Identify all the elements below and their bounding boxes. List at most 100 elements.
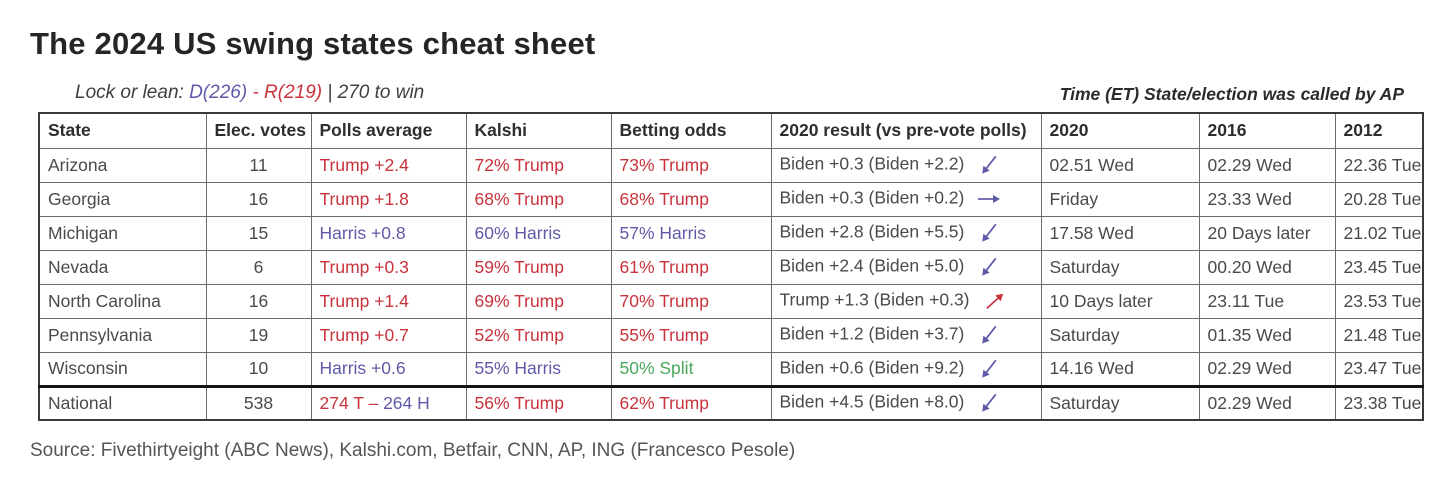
cell-polls-average: Trump +0.3 <box>310 249 467 285</box>
cell-kalshi: 72% Trump <box>465 147 612 183</box>
swing-states-table: State Elec. votes Polls average Kalshi Betti… <box>38 112 1424 421</box>
cell-call-time-2016: 23.11 Tue <box>1198 283 1336 319</box>
state-name: North Carolina <box>48 290 161 311</box>
cell-kalshi: 59% Trump <box>465 249 612 285</box>
cell-call-time-2020: 02.51 Wed <box>1040 147 1200 183</box>
cell-state: Pennsylvania <box>38 317 207 353</box>
cell-call-time-2016: 01.35 Wed <box>1198 317 1336 353</box>
result-2020-text: Biden +2.8 (Biden +5.5) <box>779 221 965 242</box>
betting-odds-value: 55% Trump <box>619 324 709 345</box>
call-time-2020-value: 02.51 Wed <box>1049 154 1134 175</box>
electoral-votes-value: 15 <box>248 222 269 243</box>
call-time-2012-value: 21.02 Tue <box>1343 222 1422 243</box>
column-header-polls-average: Polls average <box>310 112 467 149</box>
call-time-2016-value: 02.29 Wed <box>1207 154 1292 175</box>
cell-call-time-2020: 10 Days later <box>1040 283 1200 319</box>
result-2020-text: Biden +0.3 (Biden +2.2) <box>779 153 965 174</box>
kalshi-value: 55% Harris <box>474 358 562 378</box>
cell-polls-average: Trump +1.4 <box>310 283 467 319</box>
call-time-2016-value: 23.33 Wed <box>1207 188 1292 209</box>
electoral-votes-value: 10 <box>248 358 269 378</box>
lock-or-lean-label: Lock or lean: <box>75 82 190 103</box>
cell-2020-result: Biden +2.8 (Biden +5.5) <box>770 215 1042 251</box>
polls-average-part: 274 T – <box>319 392 384 413</box>
table-row-arizona: Arizona 11 Trump +2.4 72% Trump 73% Trump Bid… <box>38 147 1424 183</box>
cell-call-time-2016: 02.29 Wed <box>1198 147 1336 183</box>
call-time-2012-value: 23.53 Tue <box>1343 290 1422 311</box>
cell-betting-odds: 50% Split <box>610 351 772 387</box>
cell-call-time-2020: Friday <box>1040 181 1200 217</box>
table-row-north-carolina: North Carolina 16 Trump +1.4 69% Trump 70% T… <box>38 283 1424 319</box>
betting-odds-value: 61% Trump <box>619 256 709 277</box>
cell-electoral-votes: 11 <box>205 147 312 183</box>
cell-state: Wisconsin <box>38 351 207 387</box>
cell-call-time-2012: 21.02 Tue <box>1334 215 1424 251</box>
cell-call-time-2012: 20.28 Tue <box>1334 181 1424 217</box>
cell-betting-odds: 73% Trump <box>610 147 772 183</box>
result-2020-text: Biden +4.5 (Biden +8.0) <box>779 391 965 412</box>
cell-call-time-2012: 22.36 Tue <box>1334 147 1424 183</box>
polls-average-part: Harris +0.8 <box>319 222 406 243</box>
betting-odds-value: 73% Trump <box>619 154 709 175</box>
cell-electoral-votes: 538 <box>205 384 312 421</box>
cell-call-time-2020: 17.58 Wed <box>1040 215 1200 251</box>
table-row-michigan: Michigan 15 Harris +0.8 60% Harris 57% Harri… <box>38 215 1424 251</box>
cell-electoral-votes: 15 <box>205 215 312 251</box>
cell-call-time-2012: 23.53 Tue <box>1334 283 1424 319</box>
call-time-2020-value: Saturday <box>1049 392 1120 413</box>
cell-kalshi: 69% Trump <box>465 283 612 319</box>
kalshi-value: 60% Harris <box>474 222 562 243</box>
cell-betting-odds: 55% Trump <box>610 317 772 353</box>
cell-call-time-2012: 21.48 Tue <box>1334 317 1424 353</box>
kalshi-value: 72% Trump <box>474 154 564 175</box>
state-name: Nevada <box>48 256 109 277</box>
call-time-2012-value: 22.36 Tue <box>1343 154 1422 175</box>
call-time-2012-value: 23.38 Tue <box>1343 392 1422 413</box>
polls-average-part: 264 H <box>383 392 430 413</box>
call-time-2012-value: 23.47 Tue <box>1343 358 1422 378</box>
cell-betting-odds: 61% Trump <box>610 249 772 285</box>
cell-kalshi: 60% Harris <box>465 215 612 251</box>
polls-average-part: Harris +0.6 <box>319 358 406 378</box>
cell-betting-odds: 57% Harris <box>610 215 772 251</box>
sub-header-row: Lock or lean: D(226) - R(219) | 270 to w… <box>0 82 1456 106</box>
state-name: National <box>48 392 113 413</box>
cell-electoral-votes: 10 <box>205 351 312 387</box>
state-name: Michigan <box>48 222 119 243</box>
result-2020-text: Biden +2.4 (Biden +5.0) <box>779 255 965 276</box>
result-2020-text: Biden +1.2 (Biden +3.7) <box>779 323 965 344</box>
cell-state: National <box>38 384 207 421</box>
republican-lock-count: - R(219) <box>252 82 323 103</box>
table-row-georgia: Georgia 16 Trump +1.8 68% Trump 68% Trump Bid… <box>38 181 1424 217</box>
cell-polls-average: Trump +0.7 <box>310 317 467 353</box>
polls-average-part: Trump +1.8 <box>319 188 409 209</box>
state-name: Wisconsin <box>48 358 128 378</box>
cell-call-time-2020: 14.16 Wed <box>1040 351 1200 387</box>
arrow-down-left-icon <box>982 223 997 242</box>
cell-call-time-2016: 20 Days later <box>1198 215 1336 251</box>
polls-average-part: Trump +1.4 <box>319 290 409 311</box>
call-time-2020-value: 10 Days later <box>1049 290 1153 311</box>
column-header-2016: 2016 <box>1198 112 1336 149</box>
column-header-2012: 2012 <box>1334 112 1424 149</box>
electoral-votes-value: 16 <box>248 188 269 209</box>
kalshi-value: 69% Trump <box>474 290 564 311</box>
cell-2020-result: Biden +0.6 (Biden +9.2) <box>770 351 1042 387</box>
cell-call-time-2016: 02.29 Wed <box>1198 384 1336 421</box>
column-header-kalshi: Kalshi <box>465 112 612 149</box>
state-name: Georgia <box>48 188 111 209</box>
cell-2020-result: Biden +0.3 (Biden +0.2) <box>770 181 1042 217</box>
call-time-2020-value: 14.16 Wed <box>1049 358 1134 378</box>
cell-state: North Carolina <box>38 283 207 319</box>
column-header-2020: 2020 <box>1040 112 1200 149</box>
column-header-betting-odds: Betting odds <box>610 112 772 149</box>
betting-odds-value: 50% Split <box>619 358 694 378</box>
call-time-2020-value: Saturday <box>1049 256 1120 277</box>
cell-electoral-votes: 6 <box>205 249 312 285</box>
table-row-pennsylvania: Pennsylvania 19 Trump +0.7 52% Trump 55% Tru… <box>38 317 1424 353</box>
call-time-2012-value: 21.48 Tue <box>1343 324 1422 345</box>
electoral-votes-value: 538 <box>243 392 274 413</box>
electoral-votes-value: 11 <box>249 154 268 175</box>
cell-polls-average: Trump +2.4 <box>310 147 467 183</box>
cell-state: Nevada <box>38 249 207 285</box>
